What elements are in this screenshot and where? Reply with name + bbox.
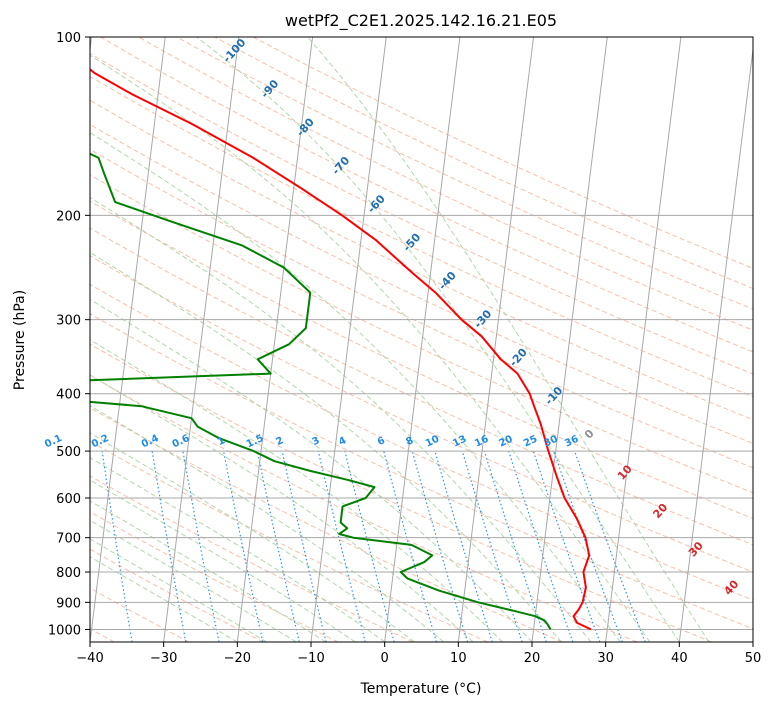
mixing-ratio-line xyxy=(461,450,523,642)
moist-adiabat xyxy=(90,457,385,642)
dewpoint-profile xyxy=(90,152,552,630)
dry-adiabat xyxy=(90,374,638,642)
mixing-ratio-label: 8 xyxy=(404,435,415,448)
moist-adiabat xyxy=(90,538,268,642)
mixing-ratio-line xyxy=(222,450,264,642)
mixing-ratio-label: 6 xyxy=(376,435,387,448)
isotherm-line xyxy=(310,37,387,642)
isotherm-line xyxy=(163,37,240,642)
y-tick-label: 100 xyxy=(56,31,81,46)
moist-adiabat xyxy=(90,339,503,642)
mixing-ratio-line xyxy=(411,450,469,642)
moist-adiabat xyxy=(307,37,710,642)
dry-adiabat xyxy=(90,99,753,421)
y-tick-label: 1000 xyxy=(48,623,81,638)
moist-adiabat xyxy=(90,251,562,642)
mixing-ratio-label: 2 xyxy=(274,435,285,448)
y-axis-ticks: 100 200 300 400 500 600 700 800 900 1000 xyxy=(48,31,90,638)
mixing-ratio-label: 36 xyxy=(563,434,580,450)
background-lines xyxy=(90,37,753,642)
mixing-ratio-label: 4 xyxy=(337,435,348,448)
temperature-profile xyxy=(90,68,592,631)
mixing-ratio-label: 16 xyxy=(473,434,490,450)
mixing-ratio-line xyxy=(508,450,574,642)
y-axis-label: Pressure (hPa) xyxy=(12,290,28,390)
dry-adiabat xyxy=(90,227,753,546)
dry-adiabat xyxy=(90,200,753,520)
isotherm-line xyxy=(236,37,314,642)
y-tick-label: 300 xyxy=(56,314,81,329)
mixing-ratio-line xyxy=(532,450,601,642)
x-tick-label: 20 xyxy=(524,651,541,666)
mixing-ratio-label: 13 xyxy=(451,434,468,450)
isotherm-line xyxy=(457,37,535,642)
dry-adiabat xyxy=(90,548,264,642)
y-tick-label: 400 xyxy=(56,388,81,403)
mixing-ratio-line xyxy=(553,450,623,642)
moist-adiabat xyxy=(196,37,680,642)
y-tick-label: 800 xyxy=(56,566,81,581)
mixing-ratio-label: 20 xyxy=(497,434,514,450)
dry-adiabat xyxy=(90,440,488,642)
dry-adiabat xyxy=(90,313,753,630)
mixing-ratio-line xyxy=(434,450,493,642)
x-tick-label: 0 xyxy=(381,651,389,666)
mixing-ratio-line xyxy=(182,451,220,642)
mixing-ratio-label: 10 xyxy=(424,434,441,450)
mixing-ratio-line xyxy=(256,450,300,642)
moist-adiabat xyxy=(90,298,533,642)
chart-title: wetPf2_C2E1.2025.142.16.21.E05 xyxy=(285,11,557,31)
mixing-ratio-label: 30 xyxy=(542,434,559,450)
x-tick-label: −20 xyxy=(224,651,251,666)
x-tick-label: 50 xyxy=(745,651,762,666)
isotherm-line xyxy=(384,37,461,642)
moist-adiabat xyxy=(90,479,356,642)
dry-adiabat xyxy=(176,37,753,310)
x-tick-label: −40 xyxy=(76,651,103,666)
grid xyxy=(90,37,753,642)
x-tick-label: 40 xyxy=(671,651,688,666)
isotherm-line xyxy=(678,45,753,642)
dry-adiabat xyxy=(90,587,190,642)
mixing-ratio-line xyxy=(281,450,327,642)
mixing-ratio-label: 1 xyxy=(216,435,227,448)
dry-adiabat xyxy=(90,148,753,469)
dry-adiabat xyxy=(90,174,753,494)
mixing-ratio-line xyxy=(574,450,646,642)
y-tick-label: 700 xyxy=(56,532,81,547)
mixing-ratio-line xyxy=(317,450,366,642)
isotherm-line xyxy=(531,37,608,642)
moist-adiabat xyxy=(90,405,444,642)
x-tick-label: −10 xyxy=(297,651,324,666)
moist-adiabat xyxy=(90,132,621,642)
dry-adiabat xyxy=(90,407,563,642)
y-tick-label: 900 xyxy=(56,596,81,611)
y-tick-label: 200 xyxy=(56,209,81,224)
y-tick-label: 500 xyxy=(56,445,81,460)
moist-adiabat xyxy=(90,556,238,642)
x-tick-label: −30 xyxy=(150,651,177,666)
y-tick-label: 600 xyxy=(56,492,81,507)
dry-adiabat xyxy=(90,123,753,445)
mixing-ratio-label: 25 xyxy=(522,434,539,450)
dry-adiabat xyxy=(214,37,753,290)
isotherm-line xyxy=(90,37,166,642)
isotherm-line xyxy=(605,37,682,642)
x-axis-label: Temperature (°C) xyxy=(360,681,482,697)
mixing-ratio-label: 3 xyxy=(311,435,322,448)
moist-adiabat xyxy=(90,54,651,642)
mixing-ratio-line xyxy=(383,450,437,642)
x-tick-label: 10 xyxy=(450,651,467,666)
x-axis-ticks: −40 −30 −20 −10 0 10 20 30 40 50 xyxy=(76,642,761,666)
x-tick-label: 30 xyxy=(597,651,614,666)
moist-adiabat xyxy=(90,196,592,642)
sounding-profiles xyxy=(90,68,592,631)
plot-frame xyxy=(89,36,754,643)
plot-area xyxy=(90,37,753,642)
moist-adiabat xyxy=(90,519,297,642)
